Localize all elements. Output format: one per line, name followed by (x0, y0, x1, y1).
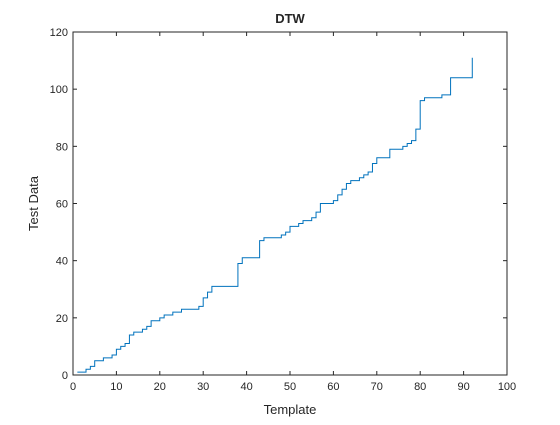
chart-title: DTW (275, 11, 305, 26)
x-tick-label: 80 (414, 381, 426, 393)
x-tick-label: 10 (110, 381, 122, 393)
tick-labels: 0 10 20 30 40 50 60 70 80 90 100 0 20 40 60 80 100 120 (50, 27, 517, 393)
y-tick-label: 80 (56, 141, 68, 153)
series-line (77, 57, 473, 373)
series-layer (77, 57, 473, 373)
y-tick-label: 40 (56, 256, 68, 268)
x-tick-label: 70 (371, 381, 383, 393)
y-axis-label: Test Data (26, 175, 41, 231)
y-tick-label: 100 (50, 84, 68, 96)
y-tick-label: 0 (62, 370, 68, 382)
y-tick-label: 20 (56, 313, 68, 325)
x-tick-label: 40 (240, 381, 252, 393)
plot-area (73, 32, 507, 375)
axes-box (72, 31, 508, 376)
x-tick-label: 60 (327, 381, 339, 393)
y-tick-label: 60 (56, 199, 68, 211)
x-tick-label: 50 (284, 381, 296, 393)
x-axis-label: Template (264, 402, 317, 417)
x-tick-label: 90 (457, 381, 469, 393)
x-tick-label: 100 (498, 381, 516, 393)
y-tick-label: 120 (50, 27, 68, 39)
x-tick-label: 20 (154, 381, 166, 393)
x-tick-label: 30 (197, 381, 209, 393)
x-tick-label: 0 (70, 381, 76, 393)
